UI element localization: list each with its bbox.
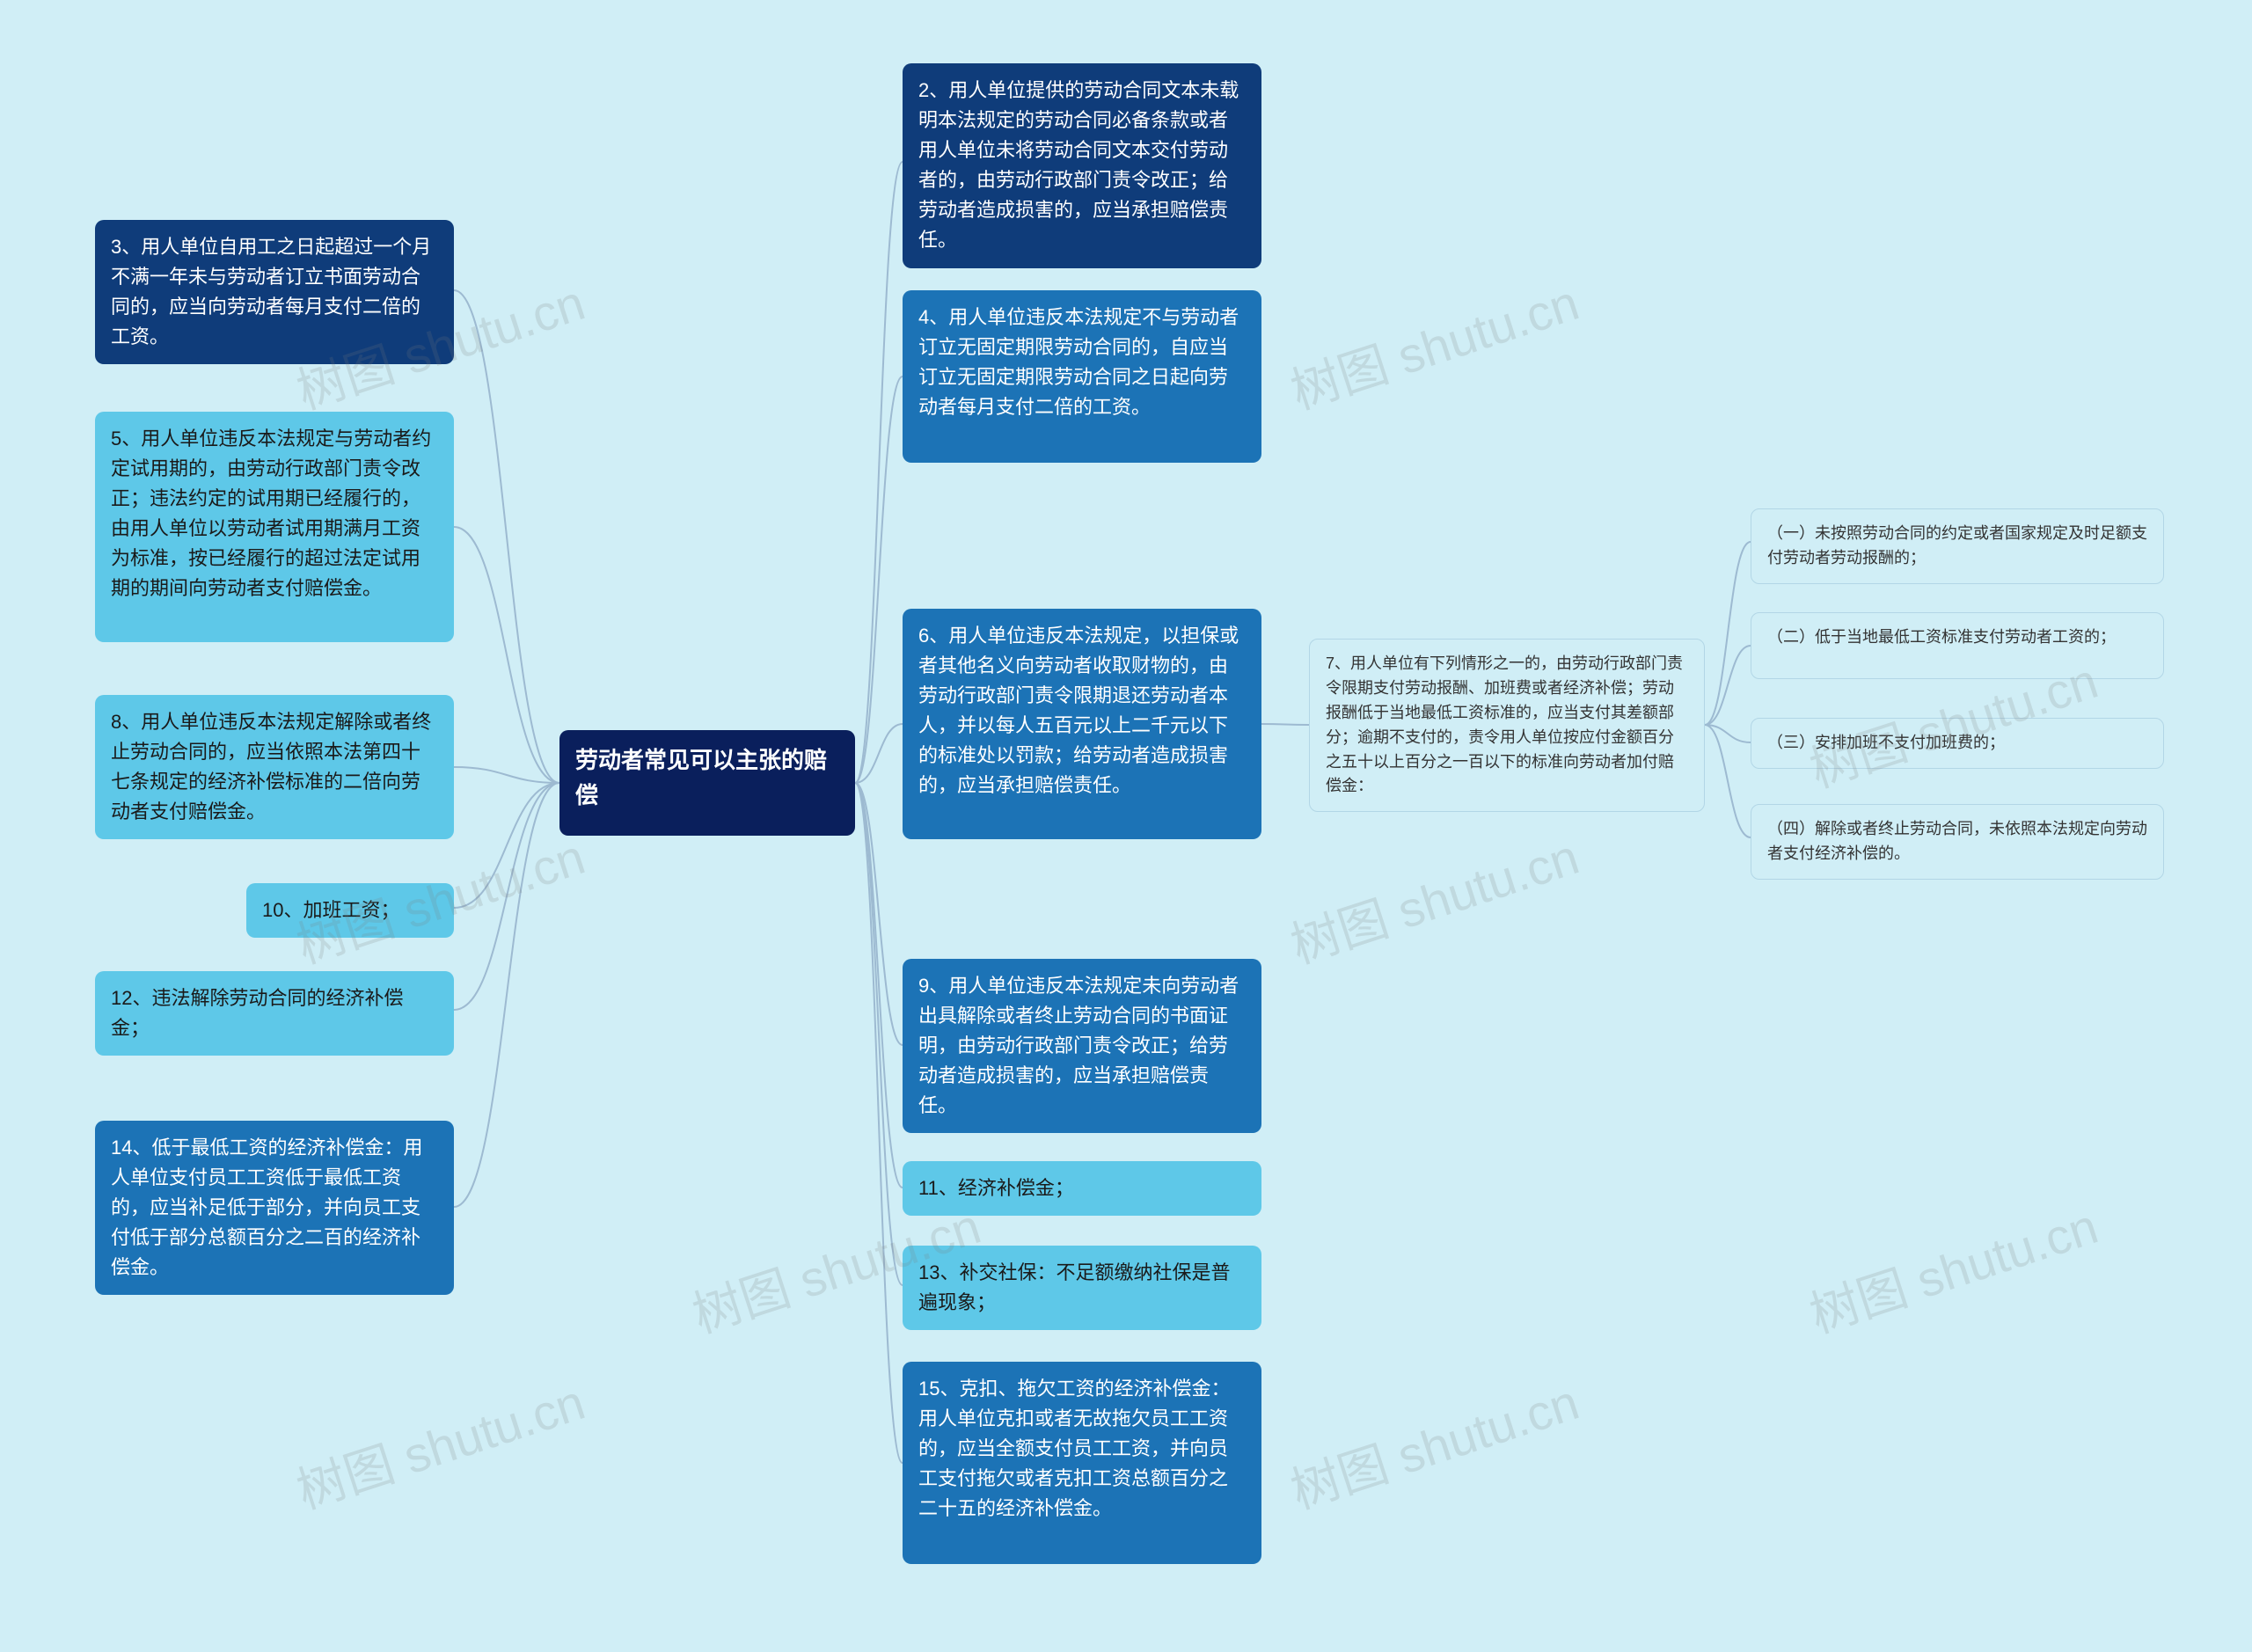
node-n8: 8、用人单位违反本法规定解除或者终止劳动合同的，应当依照本法第四十七条规定的经济… <box>95 695 454 839</box>
node-n5: 5、用人单位违反本法规定与劳动者约定试用期的，由劳动行政部门责令改正；违法约定的… <box>95 412 454 642</box>
node-n7c: （三）安排加班不支付加班费的； <box>1751 718 2164 769</box>
connector <box>1705 646 1751 725</box>
node-n7c-text: （三）安排加班不支付加班费的； <box>1767 734 2005 751</box>
node-n2: 2、用人单位提供的劳动合同文本未载明本法规定的劳动合同必备条款或者用人单位未将劳… <box>903 63 1261 268</box>
watermark: 树图 shutu.cn <box>287 1363 593 1524</box>
node-n7: 7、用人单位有下列情形之一的，由劳动行政部门责令限期支付劳动报酬、加班费或者经济… <box>1309 639 1705 812</box>
watermark: 树图 shutu.cn <box>1281 264 1587 424</box>
node-n3: 3、用人单位自用工之日起超过一个月不满一年未与劳动者订立书面劳动合同的，应当向劳… <box>95 220 454 364</box>
node-n10-text: 10、加班工资； <box>262 899 399 921</box>
node-n7-text: 7、用人单位有下列情形之一的，由劳动行政部门责令限期支付劳动报酬、加班费或者经济… <box>1326 654 1683 794</box>
node-n14: 14、低于最低工资的经济补偿金：用人单位支付员工工资低于最低工资的，应当补足低于… <box>95 1121 454 1295</box>
node-n7b: （二）低于当地最低工资标准支付劳动者工资的； <box>1751 612 2164 679</box>
node-n5-text: 5、用人单位违反本法规定与劳动者约定试用期的，由劳动行政部门责令改正；违法约定的… <box>111 428 431 599</box>
watermark: 树图 shutu.cn <box>1800 1188 2106 1348</box>
node-n7d-text: （四）解除或者终止劳动合同，未依照本法规定向劳动者支付经济补偿的。 <box>1767 820 2147 862</box>
node-n7b-text: （二）低于当地最低工资标准支付劳动者工资的； <box>1767 628 2116 646</box>
connector <box>855 783 903 1463</box>
node-n4-text: 4、用人单位违反本法规定不与劳动者订立无固定期限劳动合同的，自应当订立无固定期限… <box>918 306 1239 418</box>
node-n15: 15、克扣、拖欠工资的经济补偿金：用人单位克扣或者无故拖欠员工工资的，应当全额支… <box>903 1362 1261 1564</box>
watermark: 树图 shutu.cn <box>1281 1363 1587 1524</box>
node-n4: 4、用人单位违反本法规定不与劳动者订立无固定期限劳动合同的，自应当订立无固定期限… <box>903 290 1261 463</box>
node-n10: 10、加班工资； <box>246 883 454 938</box>
node-root: 劳动者常见可以主张的赔偿 <box>559 730 855 836</box>
connector <box>855 783 903 1285</box>
connector <box>454 767 559 783</box>
connector <box>454 783 559 1207</box>
node-n7a: （一）未按照劳动合同的约定或者国家规定及时足额支付劳动者劳动报酬的； <box>1751 508 2164 584</box>
connector <box>454 290 559 783</box>
node-n12: 12、违法解除劳动合同的经济补偿金； <box>95 971 454 1056</box>
node-n3-text: 3、用人单位自用工之日起超过一个月不满一年未与劳动者订立书面劳动合同的，应当向劳… <box>111 236 431 347</box>
node-n13-text: 13、补交社保：不足额缴纳社保是普遍现象； <box>918 1261 1230 1313</box>
connector <box>855 724 903 783</box>
node-n11-text: 11、经济补偿金； <box>918 1177 1074 1199</box>
node-n9: 9、用人单位违反本法规定未向劳动者出具解除或者终止劳动合同的书面证明，由劳动行政… <box>903 959 1261 1133</box>
connector <box>1261 724 1309 725</box>
node-n6-text: 6、用人单位违反本法规定，以担保或者其他名义向劳动者收取财物的，由劳动行政部门责… <box>918 625 1239 796</box>
node-n14-text: 14、低于最低工资的经济补偿金：用人单位支付员工工资低于最低工资的，应当补足低于… <box>111 1137 422 1278</box>
connector <box>855 783 903 1188</box>
node-n6: 6、用人单位违反本法规定，以担保或者其他名义向劳动者收取财物的，由劳动行政部门责… <box>903 609 1261 839</box>
node-n9-text: 9、用人单位违反本法规定未向劳动者出具解除或者终止劳动合同的书面证明，由劳动行政… <box>918 975 1239 1116</box>
connector <box>855 376 903 783</box>
node-n7d: （四）解除或者终止劳动合同，未依照本法规定向劳动者支付经济补偿的。 <box>1751 804 2164 880</box>
connector <box>1705 725 1751 837</box>
node-n7a-text: （一）未按照劳动合同的约定或者国家规定及时足额支付劳动者劳动报酬的； <box>1767 524 2147 567</box>
connector <box>855 783 903 1045</box>
node-root-text: 劳动者常见可以主张的赔偿 <box>575 747 827 808</box>
connector <box>855 162 903 783</box>
node-n13: 13、补交社保：不足额缴纳社保是普遍现象； <box>903 1246 1261 1330</box>
connector <box>454 783 559 908</box>
node-n11: 11、经济补偿金； <box>903 1161 1261 1216</box>
node-n8-text: 8、用人单位违反本法规定解除或者终止劳动合同的，应当依照本法第四十七条规定的经济… <box>111 711 431 822</box>
connector <box>454 527 559 783</box>
connector <box>1705 542 1751 725</box>
connector <box>1705 725 1751 742</box>
watermark: 树图 shutu.cn <box>1281 818 1587 978</box>
node-n12-text: 12、违法解除劳动合同的经济补偿金； <box>111 987 403 1039</box>
node-n15-text: 15、克扣、拖欠工资的经济补偿金：用人单位克扣或者无故拖欠员工工资的，应当全额支… <box>918 1378 1230 1519</box>
connector <box>454 783 559 1010</box>
node-n2-text: 2、用人单位提供的劳动合同文本未载明本法规定的劳动合同必备条款或者用人单位未将劳… <box>918 79 1239 251</box>
